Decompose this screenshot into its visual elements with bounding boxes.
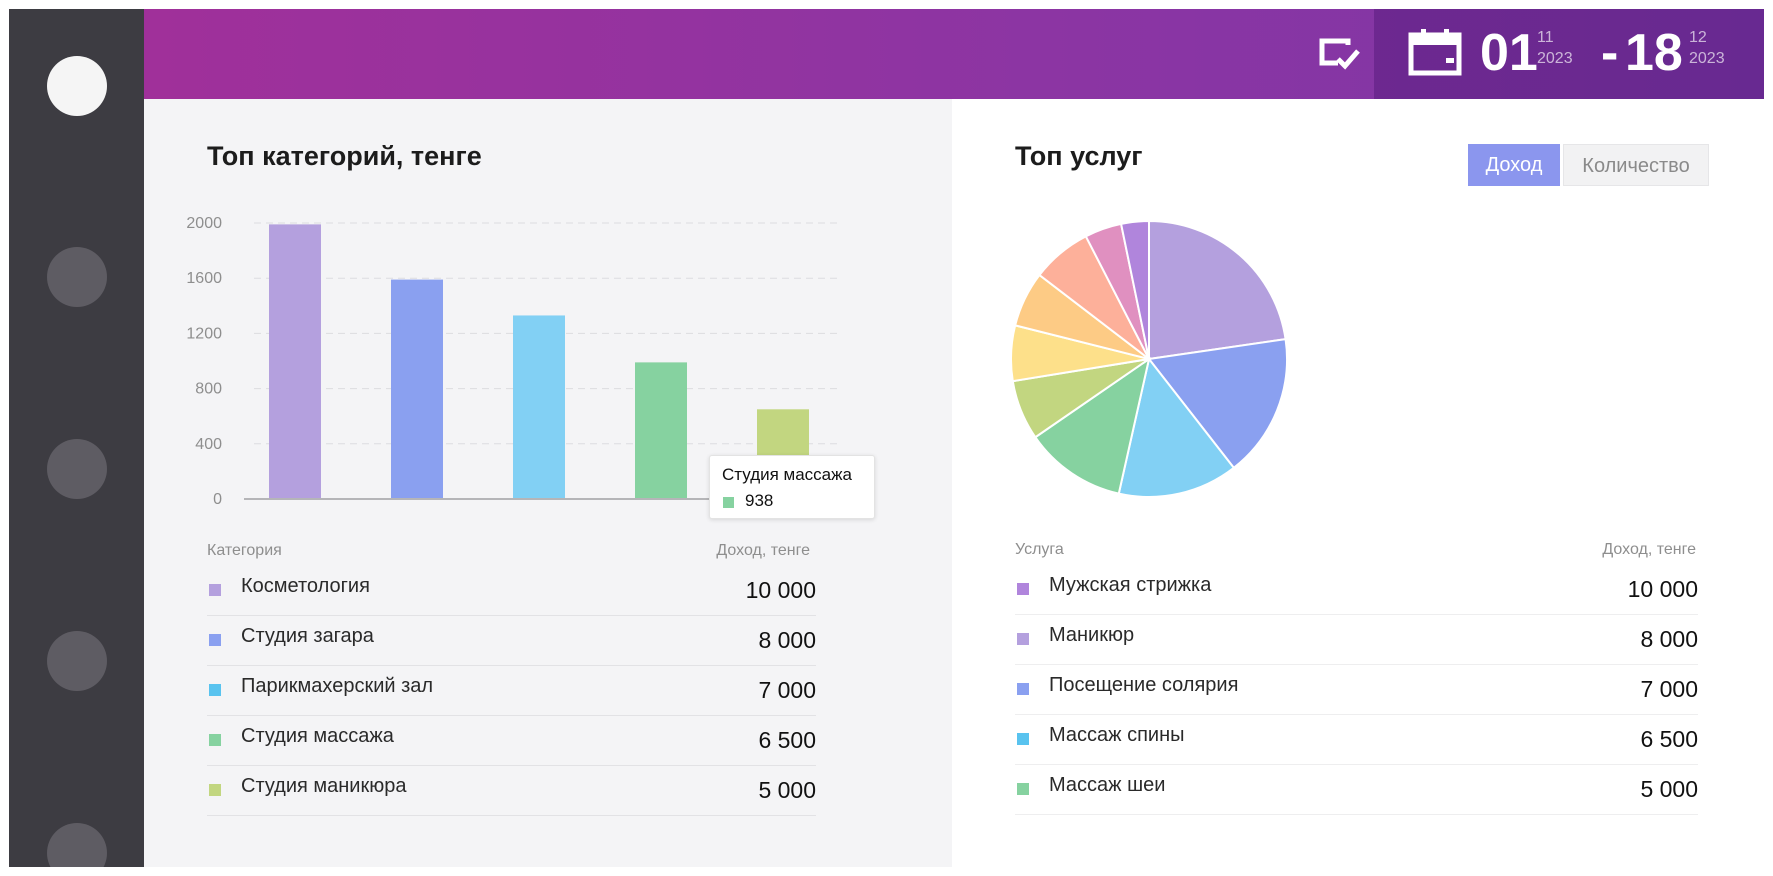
col-category-header: Категория — [207, 542, 282, 559]
color-swatch — [1017, 783, 1029, 795]
toggle-count-button[interactable]: Количество — [1563, 144, 1709, 186]
row-value: 8 000 — [1640, 626, 1698, 652]
table-row: Массаж спины 6 500 — [1015, 714, 1698, 765]
sidebar-item[interactable] — [47, 823, 107, 867]
color-swatch — [209, 634, 221, 646]
row-value: 7 000 — [1640, 676, 1698, 702]
table-row: Студия загара 8 000 — [207, 615, 816, 666]
row-value: 6 500 — [1640, 726, 1698, 752]
row-label: Маникюр — [1049, 624, 1135, 646]
color-swatch — [209, 734, 221, 746]
date-range-picker[interactable]: 01 11 2023 - 18 12 2023 — [1374, 9, 1764, 99]
tooltip-value: 938 — [745, 491, 774, 510]
row-value: 10 000 — [1627, 576, 1698, 602]
date-from-day: 01 — [1480, 24, 1538, 82]
row-value: 5 000 — [758, 777, 816, 803]
color-swatch — [209, 584, 221, 596]
y-tick-label: 400 — [195, 436, 222, 453]
table-row: Косметология 10 000 — [207, 565, 816, 616]
chart-tooltip: Студия массажа 938 — [709, 455, 875, 519]
table-row: Маникюр 8 000 — [1015, 614, 1698, 665]
y-tick-label: 800 — [195, 381, 222, 398]
row-value: 6 500 — [758, 727, 816, 753]
y-tick-label: 1200 — [186, 325, 222, 342]
col-income-header: Доход, тенге — [1602, 541, 1696, 558]
col-service-header: Услуга — [1015, 541, 1064, 558]
date-to-day: 18 — [1625, 24, 1683, 82]
bar[interactable] — [391, 279, 443, 499]
table-row: Парикмахерский зал 7 000 — [207, 665, 816, 716]
color-swatch — [1017, 583, 1029, 595]
tooltip-swatch — [723, 497, 734, 508]
services-pie-chart — [1010, 219, 1288, 498]
row-label: Косметология — [241, 575, 370, 597]
date-separator: - — [1601, 24, 1619, 82]
row-label: Студия массажа — [241, 725, 394, 747]
row-label: Студия загара — [241, 625, 374, 647]
services-title: Топ услуг — [1015, 141, 1143, 171]
color-swatch — [1017, 683, 1029, 695]
sidebar-item[interactable] — [47, 631, 107, 691]
tooltip-title: Студия массажа — [722, 465, 852, 484]
row-value: 5 000 — [1640, 776, 1698, 802]
row-label: Массаж спины — [1049, 724, 1185, 746]
pie-slice[interactable] — [1033, 356, 1151, 495]
pie-slice[interactable] — [1147, 338, 1288, 470]
date-from-year: 2023 — [1537, 50, 1573, 67]
checklist-icon[interactable] — [1318, 37, 1362, 73]
color-swatch — [1017, 633, 1029, 645]
row-value: 10 000 — [745, 577, 816, 603]
toggle-income-button[interactable]: Доход — [1468, 144, 1560, 186]
table-row: Посещение солярия 7 000 — [1015, 664, 1698, 715]
col-income-header: Доход, тенге — [716, 542, 810, 559]
top-services-panel: Топ услуг Доход Количество Услуга Доход,… — [952, 99, 1764, 867]
date-to-month: 12 — [1689, 29, 1707, 46]
row-label: Мужская стрижка — [1049, 574, 1212, 596]
row-value: 7 000 — [758, 677, 816, 703]
table-row: Студия маникюра 5 000 — [207, 765, 816, 816]
sidebar-item[interactable] — [47, 247, 107, 307]
app-frame: 01 11 2023 - 18 12 2023 Топ категорий, т… — [9, 9, 1764, 867]
row-label: Парикмахерский зал — [241, 675, 434, 697]
calendar-icon[interactable] — [1408, 28, 1462, 76]
categories-bar-chart: 0 400 800 1200 1600 2000 — [186, 215, 839, 508]
header-bar: 01 11 2023 - 18 12 2023 — [144, 9, 1764, 99]
sidebar — [9, 9, 144, 867]
date-from-month: 11 — [1537, 29, 1554, 46]
categories-title: Топ категорий, тенге — [207, 141, 482, 171]
table-row: Мужская стрижка 10 000 — [1015, 564, 1698, 615]
table-row: Массаж шеи 5 000 — [1015, 764, 1698, 815]
row-label: Посещение солярия — [1049, 674, 1239, 696]
top-categories-panel: Топ категорий, тенге 0 400 800 1200 1600 2000… — [144, 99, 952, 867]
color-swatch — [209, 684, 221, 696]
bar[interactable] — [269, 224, 321, 499]
sidebar-item-active[interactable] — [47, 56, 107, 116]
y-tick-label: 0 — [213, 491, 222, 508]
pie-slice[interactable] — [1119, 219, 1150, 360]
row-value: 8 000 — [758, 627, 816, 653]
y-tick-label: 2000 — [186, 215, 222, 232]
table-row: Студия массажа 6 500 — [207, 715, 816, 766]
y-tick-label: 1600 — [186, 270, 222, 287]
pie-slice[interactable] — [1148, 219, 1287, 361]
bar[interactable] — [513, 315, 565, 499]
date-to-year: 2023 — [1689, 50, 1725, 67]
row-label: Массаж шеи — [1049, 774, 1166, 796]
bar[interactable] — [635, 362, 687, 499]
pie-slice[interactable] — [1117, 356, 1236, 498]
sidebar-item[interactable] — [47, 439, 107, 499]
row-label: Студия маникюра — [241, 775, 407, 797]
color-swatch — [209, 784, 221, 796]
color-swatch — [1017, 733, 1029, 745]
